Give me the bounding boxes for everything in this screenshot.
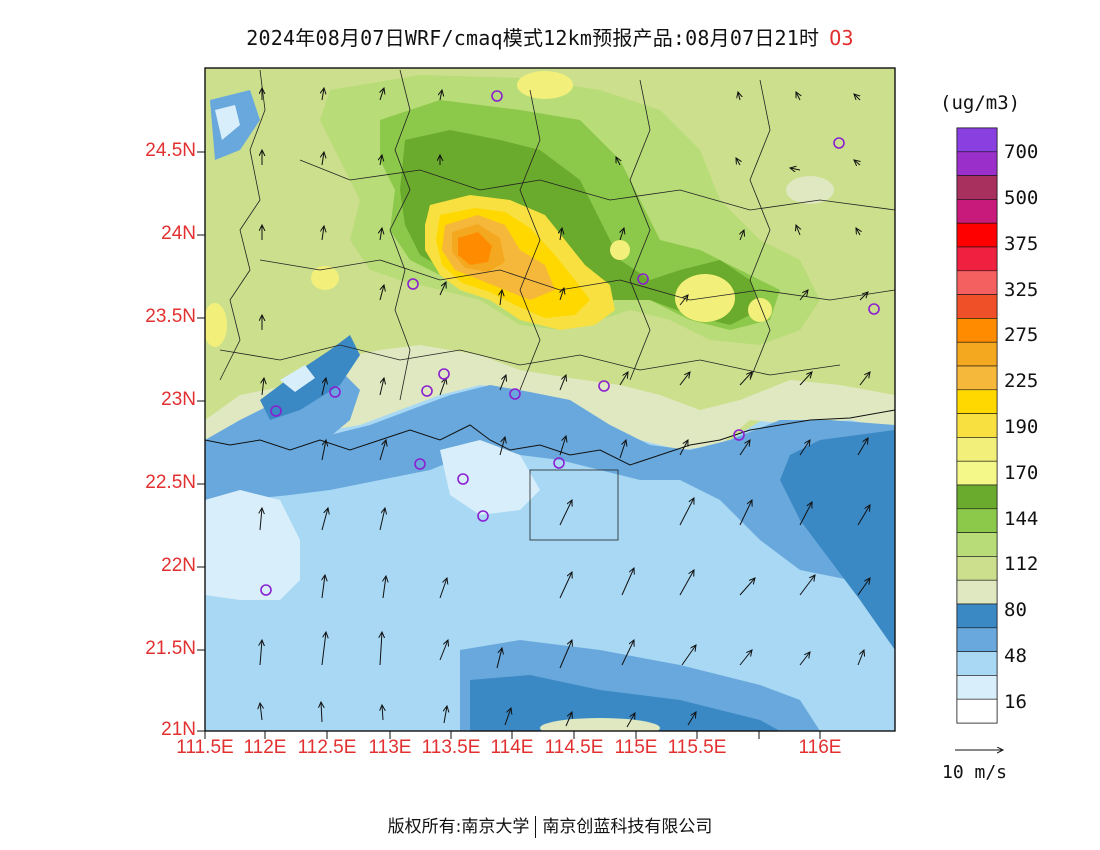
- colorbar-swatch: [956, 627, 998, 652]
- colorbar-swatch: [956, 508, 998, 533]
- pollutant-label: O3: [829, 26, 854, 50]
- colorbar-label-48: 48: [1004, 645, 1027, 667]
- lon-label-111-5: 111.5E: [176, 737, 234, 758]
- lon-label-114-5: 114.5E: [544, 737, 604, 758]
- lat-label-22: 22N: [161, 555, 196, 576]
- colorbar-label-112: 112: [1004, 553, 1039, 575]
- wind-vectors: [260, 88, 870, 728]
- colorbar-swatch: [956, 651, 998, 676]
- colorbar-swatch: [956, 698, 998, 724]
- lon-label-113-5: 113.5E: [421, 737, 481, 758]
- colorbar-swatch: [956, 294, 998, 319]
- axis-ticks: [197, 151, 821, 739]
- lat-label-21-5: 21.5N: [145, 638, 196, 659]
- colorbar-swatch: [956, 318, 998, 343]
- lon-label-113: 113E: [368, 737, 412, 758]
- lat-label-23-5: 23.5N: [145, 306, 196, 327]
- colorbar-swatch: [956, 222, 998, 248]
- lon-label-114: 114E: [490, 737, 534, 758]
- colorbar-swatch: [956, 579, 998, 605]
- colorbar-label-275: 275: [1004, 324, 1039, 346]
- vector-key-label: 10 m/s: [942, 762, 1008, 783]
- colorbar-label-375: 375: [1004, 233, 1039, 255]
- lon-label-115-5: 115.5E: [667, 737, 727, 758]
- lat-label-23: 23N: [161, 389, 196, 410]
- station-markers: [260, 90, 880, 596]
- copyright-footer: 版权所有:南京大学 南京创蓝科技有限公司: [0, 812, 1100, 838]
- footer-separator: [535, 816, 537, 838]
- colorbar-swatch: [956, 175, 998, 200]
- colorbar-swatch: [956, 675, 998, 700]
- colorbar-label-16: 16: [1004, 691, 1027, 713]
- map-title: 2024年08月07日WRF/cmaq模式12km预报产品:08月07日21时 O…: [0, 22, 1100, 51]
- colorbar-swatch: [956, 532, 998, 557]
- lon-label-116: 116E: [798, 737, 842, 758]
- colorbar-label-225: 225: [1004, 370, 1039, 392]
- lat-label-21: 21N: [161, 719, 196, 740]
- o3-concentration-field: [205, 68, 895, 731]
- colorbar-swatch: [956, 413, 998, 438]
- colorbar-label-190: 190: [1004, 416, 1039, 438]
- lat-label-22-5: 22.5N: [145, 472, 196, 493]
- footer-left: 版权所有:南京大学: [387, 817, 530, 837]
- plot-frame: [204, 67, 896, 732]
- lon-label-112-5: 112.5E: [297, 737, 357, 758]
- colorbar-swatch: [956, 484, 998, 510]
- footer-right: 南京创蓝科技有限公司: [542, 817, 713, 837]
- lon-label-115: 115E: [614, 737, 658, 758]
- colorbar-label-170: 170: [1004, 462, 1039, 484]
- colorbar-swatch: [956, 246, 998, 272]
- colorbar-label-700: 700: [1004, 141, 1039, 163]
- colorbar-swatches: [956, 127, 998, 724]
- colorbar-label-80: 80: [1004, 599, 1027, 621]
- colorbar-swatch: [956, 151, 998, 176]
- colorbar-label-500: 500: [1004, 187, 1039, 209]
- colorbar-unit: (ug/m3): [940, 92, 1021, 114]
- colorbar-swatch: [956, 556, 998, 581]
- colorbar-swatch: [956, 389, 998, 414]
- colorbar-swatch: [956, 270, 998, 295]
- lat-label-24-5: 24.5N: [145, 140, 196, 161]
- title-text: 2024年08月07日WRF/cmaq模式12km预报产品:08月07日21时: [246, 26, 820, 50]
- lat-label-24: 24N: [161, 223, 196, 244]
- colorbar-label-144: 144: [1004, 508, 1039, 530]
- colorbar-swatch: [956, 341, 998, 367]
- colorbar-swatch: [956, 460, 998, 486]
- colorbar-swatch: [956, 603, 998, 629]
- colorbar-swatch: [956, 365, 998, 391]
- colorbar-swatch: [956, 199, 998, 224]
- colorbar-swatch: [956, 127, 998, 153]
- lon-label-112: 112E: [243, 737, 287, 758]
- colorbar-swatch: [956, 437, 998, 462]
- colorbar-label-325: 325: [1004, 279, 1039, 301]
